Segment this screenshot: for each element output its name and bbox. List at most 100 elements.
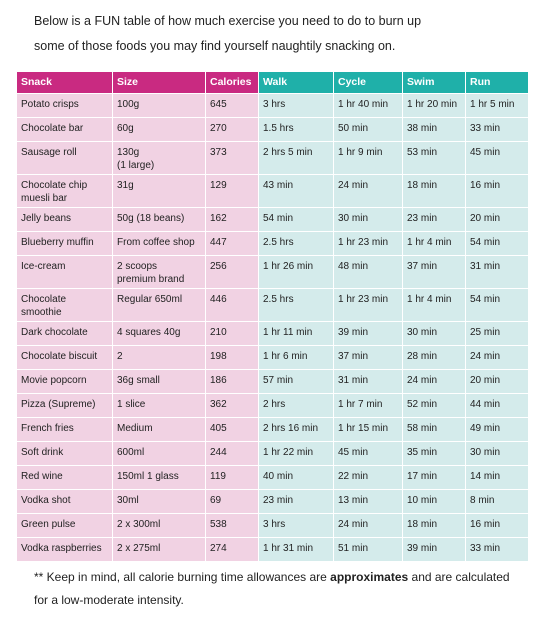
intro: Below is a FUN table of how much exercis…	[34, 9, 421, 59]
table-cell: 100g	[112, 93, 206, 118]
table-cell: 1 hr 23 min	[333, 231, 403, 256]
table-cell: 1 hr 11 min	[258, 321, 334, 346]
header-cell: Walk	[258, 71, 334, 94]
table-cell: 538	[205, 513, 259, 538]
table-cell: Chocolate bar	[16, 117, 113, 142]
table-cell: French fries	[16, 417, 113, 442]
table-cell: 24 min	[465, 345, 529, 370]
table-cell: Blueberry muffin	[16, 231, 113, 256]
table-cell: 1 hr 31 min	[258, 537, 334, 562]
table-row: Potato crisps 100g 645 3 hrs 1 hr 40 min 1 hr…	[16, 93, 529, 118]
header-cell: Cycle	[333, 71, 403, 94]
table-row: Soft drink 600ml 244 1 hr 22 min 45 min 35 mi…	[16, 441, 529, 466]
table-cell: 447	[205, 231, 259, 256]
table-cell: 2.5 hrs	[258, 288, 334, 322]
table-row: Sausage roll 130g (1 large) 373 2 hrs 5 min…	[16, 141, 529, 175]
table-cell: 45 min	[333, 441, 403, 466]
table-cell: 256	[205, 255, 259, 289]
table-cell: 33 min	[465, 117, 529, 142]
header-cell: Size	[112, 71, 206, 94]
table-cell: 25 min	[465, 321, 529, 346]
table-row: Chocolate smoothie Regular 650ml 446 2.5 hr…	[16, 288, 529, 322]
table-cell: 405	[205, 417, 259, 442]
table-cell: 2 x 300ml	[112, 513, 206, 538]
intro-line: Below is a FUN table of how much exercis…	[34, 14, 422, 28]
table-cell: Regular 650ml	[112, 288, 206, 322]
table-cell: 1 hr 7 min	[333, 393, 403, 418]
header-cell: Run	[465, 71, 529, 94]
table-cell: 31 min	[333, 369, 403, 394]
table-cell: 24 min	[333, 513, 403, 538]
table-cell: 57 min	[258, 369, 334, 394]
table-cell: 1 slice	[112, 393, 206, 418]
table-cell: 1 hr 4 min	[402, 288, 466, 322]
footnote-text: and are calculated for a low-moderate in…	[34, 570, 510, 607]
table-cell: 16 min	[465, 513, 529, 538]
table-cell: Dark chocolate	[16, 321, 113, 346]
table-cell: 130g (1 large)	[112, 141, 206, 175]
table-cell: Vodka raspberries	[16, 537, 113, 562]
table-cell: 1 hr 4 min	[402, 231, 466, 256]
table-cell: 150ml 1 glass	[112, 465, 206, 490]
table-row: Chocolate biscuit 2 198 1 hr 6 min 37 min 28 …	[16, 345, 529, 370]
table-cell: 30ml	[112, 489, 206, 514]
table-cell: 44 min	[465, 393, 529, 418]
header-row: Snack Size Calories Walk Cycle Swim Run	[16, 71, 529, 94]
table-row: Blueberry muffin From coffee shop 447 2.5 h…	[16, 231, 529, 256]
table-cell: 40 min	[258, 465, 334, 490]
footnote-bold: approximates	[330, 570, 409, 584]
table-cell: 2	[112, 345, 206, 370]
table-cell: 53 min	[402, 141, 466, 175]
table-cell: 446	[205, 288, 259, 322]
table-cell: 20 min	[465, 207, 529, 232]
table-cell: Red wine	[16, 465, 113, 490]
table-cell: 37 min	[333, 345, 403, 370]
table-cell: 23 min	[258, 489, 334, 514]
table-cell: 36g small	[112, 369, 206, 394]
table-cell: 600ml	[112, 441, 206, 466]
table-body: Potato crisps 100g 645 3 hrs 1 hr 40 min 1 hr…	[16, 93, 529, 562]
table-cell: 14 min	[465, 465, 529, 490]
table-cell: Chocolate smoothie	[16, 288, 113, 322]
table-cell: Chocolate biscuit	[16, 345, 113, 370]
table-cell: 119	[205, 465, 259, 490]
table-cell: 24 min	[333, 174, 403, 208]
table-cell: 2 hrs 16 min	[258, 417, 334, 442]
table-cell: 35 min	[402, 441, 466, 466]
table-cell: 30 min	[402, 321, 466, 346]
table-cell: 1 hr 40 min	[333, 93, 403, 118]
table-cell: 270	[205, 117, 259, 142]
table-cell: 18 min	[402, 513, 466, 538]
table-cell: 244	[205, 441, 259, 466]
table-row: Vodka shot 30ml 69 23 min 13 min 10 min 8 min	[16, 489, 529, 514]
table-cell: 30 min	[465, 441, 529, 466]
table-cell: 1 hr 23 min	[333, 288, 403, 322]
table-cell: 23 min	[402, 207, 466, 232]
table-cell: 43 min	[258, 174, 334, 208]
table-row: Green pulse 2 x 300ml 538 3 hrs 24 min 18 min…	[16, 513, 529, 538]
table-cell: 2 scoops premium brand	[112, 255, 206, 289]
table-cell: 274	[205, 537, 259, 562]
table-row: French fries Medium 405 2 hrs 16 min 1 hr 15…	[16, 417, 529, 442]
table-cell: 37 min	[402, 255, 466, 289]
table-cell: Green pulse	[16, 513, 113, 538]
table-cell: 2 hrs	[258, 393, 334, 418]
table-cell: 362	[205, 393, 259, 418]
table-cell: 1 hr 9 min	[333, 141, 403, 175]
table-cell: 54 min	[258, 207, 334, 232]
table-cell: 3 hrs	[258, 513, 334, 538]
table-cell: 48 min	[333, 255, 403, 289]
table-cell: 129	[205, 174, 259, 208]
table-cell: 16 min	[465, 174, 529, 208]
table-cell: Sausage roll	[16, 141, 113, 175]
table-cell: Pizza (Supreme)	[16, 393, 113, 418]
table-cell: 8 min	[465, 489, 529, 514]
table-cell: 1 hr 22 min	[258, 441, 334, 466]
table-cell: 1 hr 26 min	[258, 255, 334, 289]
table-cell: 4 squares 40g	[112, 321, 206, 346]
footnote: ** Keep in mind, all calorie burning tim…	[34, 566, 514, 612]
table-cell: 1 hr 15 min	[333, 417, 403, 442]
table-cell: From coffee shop	[112, 231, 206, 256]
